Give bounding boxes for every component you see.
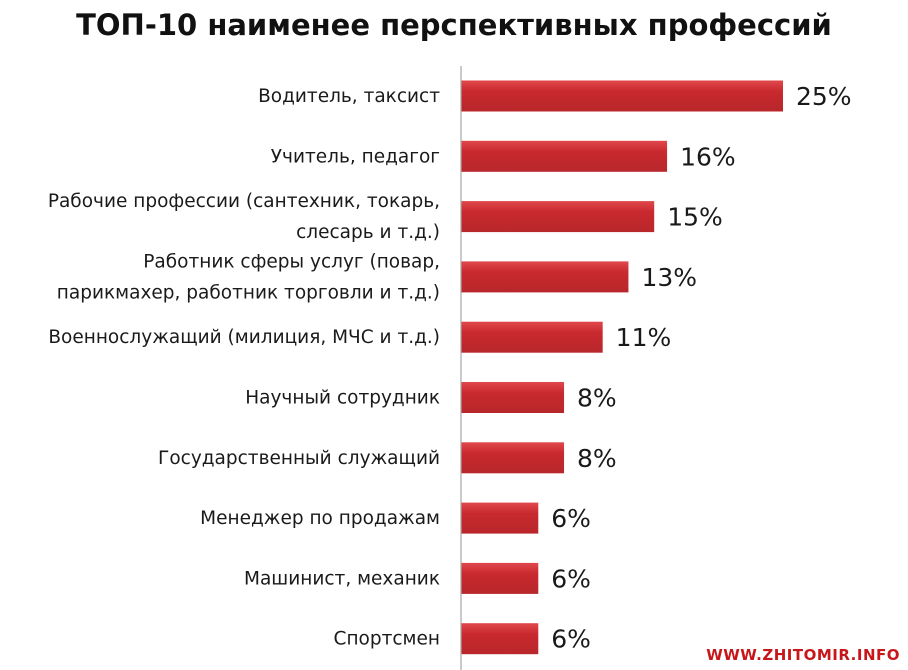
- value-label-3: 15%: [667, 203, 723, 232]
- category-label-8: Менеджер по продажам: [200, 508, 440, 529]
- bar-9: [461, 562, 539, 594]
- bar-1: [461, 80, 783, 112]
- category-label-1: Водитель, таксист: [258, 86, 440, 107]
- category-label-4-line-2: парикмахер, работник торговли и т.д.): [57, 282, 440, 303]
- value-label-2: 16%: [680, 142, 736, 171]
- category-label-6: Научный сотрудник: [245, 388, 440, 409]
- value-label-5: 11%: [616, 323, 672, 352]
- category-label-7: Государственный служащий: [158, 448, 440, 469]
- category-label-10: Спортсмен: [334, 629, 440, 650]
- value-label-6: 8%: [577, 384, 617, 413]
- value-label-10: 6%: [551, 625, 591, 654]
- bar-10: [461, 623, 539, 655]
- value-label-7: 8%: [577, 444, 617, 473]
- value-label-9: 6%: [551, 564, 591, 593]
- category-label-4-line-1: Работник сферы услуг (повар,: [143, 251, 440, 272]
- bar-3: [461, 201, 655, 233]
- bar-4: [461, 261, 629, 293]
- value-label-1: 25%: [796, 82, 852, 111]
- bar-2: [461, 140, 668, 172]
- chart-title: ТОП-10 наименее перспективных профессий: [76, 8, 832, 42]
- watermark: WWW.ZHITOMIR.INFO: [706, 646, 900, 664]
- category-label-2: Учитель, педагог: [271, 146, 440, 167]
- bar-7: [461, 442, 565, 474]
- bar-5: [461, 321, 603, 353]
- category-label-9: Машинист, механик: [244, 568, 440, 589]
- bar-8: [461, 502, 539, 534]
- category-label-3-line-2: слесарь и т.д.): [296, 222, 440, 243]
- value-label-4: 13%: [641, 263, 697, 292]
- bar-6: [461, 382, 565, 413]
- category-label-5: Военнослужащий (милиция, МЧС и т.д.): [48, 327, 440, 348]
- category-label-3-line-1: Рабочие профессии (сантехник, токарь,: [48, 191, 440, 212]
- value-label-8: 6%: [551, 504, 591, 533]
